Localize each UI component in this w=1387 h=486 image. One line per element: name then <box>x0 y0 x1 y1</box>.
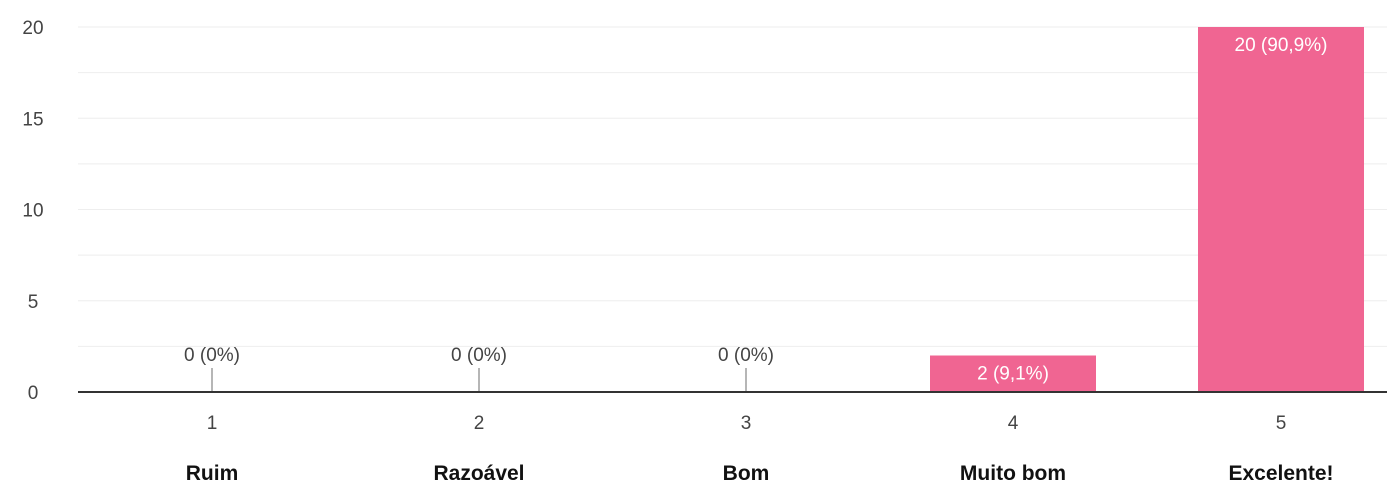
category-description: Bom <box>723 462 770 485</box>
x-tick-label: 4 <box>1008 413 1019 434</box>
bar <box>930 355 1096 392</box>
data-label: 0 (0%) <box>718 345 774 366</box>
data-label: 2 (9,1%) <box>977 364 1049 385</box>
data-label: 20 (90,9%) <box>1235 35 1328 56</box>
y-tick-label: 0 <box>28 383 39 404</box>
category-description: Muito bom <box>960 462 1066 485</box>
category-description: Ruim <box>186 462 239 485</box>
gridlines <box>78 26 1387 347</box>
x-tick-label: 1 <box>207 413 218 434</box>
data-label: 0 (0%) <box>451 345 507 366</box>
bars <box>129 27 1364 392</box>
y-tick-label: 10 <box>22 201 43 222</box>
x-tick-label: 2 <box>474 413 485 434</box>
x-tick-label: 5 <box>1276 413 1287 434</box>
category-description: Excelente! <box>1228 462 1333 485</box>
bar <box>1198 27 1364 392</box>
category-description: Razoável <box>433 462 524 485</box>
y-tick-label: 5 <box>28 292 39 313</box>
y-tick-label: 20 <box>22 18 43 39</box>
y-tick-label: 15 <box>22 109 43 130</box>
x-tick-label: 3 <box>741 413 752 434</box>
data-label: 0 (0%) <box>184 345 240 366</box>
